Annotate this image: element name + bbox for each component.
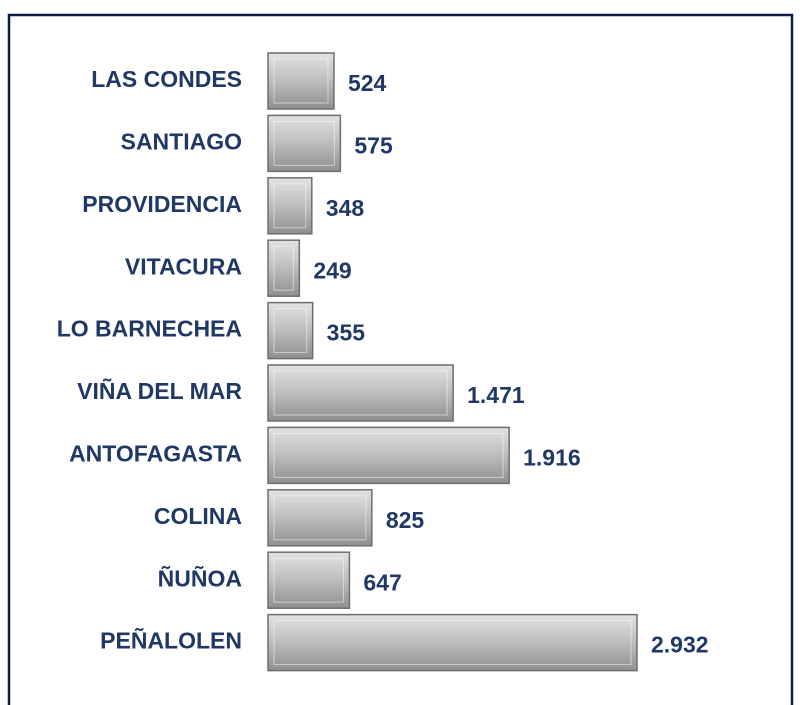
bar-bevel — [273, 495, 367, 541]
bar-bevel — [273, 370, 448, 416]
value-label: 647 — [363, 569, 401, 595]
bar-bevel — [273, 183, 307, 229]
category-label: LO BARNECHEA — [57, 316, 242, 342]
bar-bevel — [273, 557, 344, 603]
value-label: 249 — [313, 257, 351, 283]
bar — [267, 301, 314, 360]
bar-bevel — [273, 58, 329, 104]
bar — [267, 551, 351, 609]
value-label: 348 — [326, 195, 365, 221]
bar — [267, 364, 454, 422]
category-label: PEÑALOLEN — [100, 627, 242, 654]
bar-bevel — [273, 120, 335, 166]
category-label: VIÑA DEL MAR — [77, 377, 242, 404]
bar-bevel — [273, 432, 504, 478]
category-label: PROVIDENCIA — [82, 191, 242, 217]
value-label: 825 — [386, 507, 425, 533]
category-label: ANTOFAGASTA — [69, 440, 242, 466]
category-label: SANTIAGO — [121, 128, 242, 154]
value-label: 575 — [354, 132, 393, 158]
value-label: 1.916 — [523, 444, 581, 470]
value-label: 2.932 — [651, 632, 709, 658]
bar-bevel — [273, 308, 308, 354]
bar — [267, 239, 301, 297]
bar-bevel — [273, 620, 632, 666]
category-label: LAS CONDES — [91, 66, 242, 92]
bar — [267, 613, 638, 672]
category-label: COLINA — [154, 503, 242, 529]
frame — [7, 13, 794, 705]
bar — [267, 114, 342, 173]
value-label: 1.471 — [467, 382, 525, 408]
value-label: 524 — [348, 70, 387, 96]
bar — [267, 426, 510, 485]
category-label: VITACURA — [125, 253, 242, 279]
bar — [267, 177, 313, 235]
bar-bevel — [273, 245, 294, 291]
category-label: ÑUÑOA — [158, 564, 242, 591]
value-label: 355 — [327, 320, 366, 346]
bar — [267, 489, 373, 547]
bar — [267, 52, 335, 110]
